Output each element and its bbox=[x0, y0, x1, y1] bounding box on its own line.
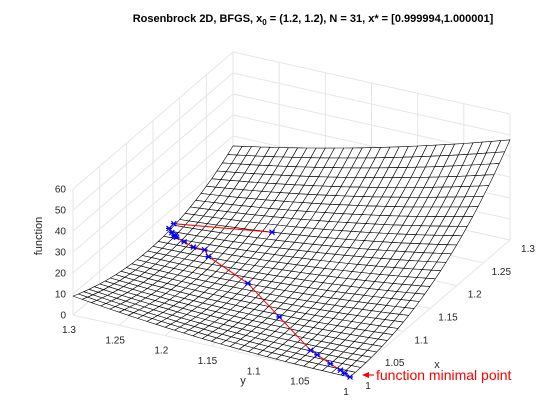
tick-labels: 1 1.05 1.1 1.15 1.2 1.25 1.3 1 1.05 1.1 1.15 1.2 1.2… bbox=[55, 185, 536, 399]
path-point bbox=[170, 220, 177, 227]
x-tick-label: 1.2 bbox=[468, 290, 482, 301]
y-tick-label: 1.1 bbox=[247, 366, 261, 377]
path-point bbox=[166, 225, 172, 232]
path-point bbox=[307, 347, 314, 354]
path-point bbox=[327, 360, 334, 367]
path-point bbox=[314, 351, 321, 358]
grid-line-backwall-z bbox=[72, 135, 234, 274]
z-tick-label: 60 bbox=[55, 185, 67, 196]
y-tick-label: 1.15 bbox=[198, 356, 218, 367]
annotation-label: function minimal point bbox=[376, 367, 512, 383]
path-point bbox=[341, 370, 348, 377]
z-tick-label: 40 bbox=[55, 227, 67, 238]
title-subscript: 0 bbox=[262, 18, 267, 27]
path-point bbox=[269, 229, 275, 236]
y-tick-label: 1.05 bbox=[290, 377, 310, 388]
y-tick-label: 1.3 bbox=[62, 325, 76, 336]
grid-line-backwall-z bbox=[72, 72, 234, 211]
z-tick-label: 10 bbox=[55, 290, 67, 301]
path-point bbox=[244, 280, 251, 287]
grid-line-sidewall-z bbox=[232, 72, 511, 136]
y-tick-label: 1.25 bbox=[105, 335, 125, 346]
path-point bbox=[190, 244, 197, 250]
grid-line-backwall-z bbox=[72, 156, 234, 295]
path-point bbox=[337, 367, 344, 374]
z-tick-label: 50 bbox=[55, 206, 67, 217]
title-suffix: = (1.2, 1.2), N = 31, x* = [0.999994,1.0… bbox=[267, 13, 494, 25]
chart-title: Rosenbrock 2D, BFGS, x0 = (1.2, 1.2), N … bbox=[133, 13, 494, 27]
annotation-arrow-head bbox=[362, 372, 369, 378]
optimization-path bbox=[166, 220, 353, 380]
x-tick-label: 1.15 bbox=[438, 313, 458, 324]
z-tick-label: 0 bbox=[60, 311, 66, 322]
grid-line-backwall-z bbox=[72, 114, 234, 253]
path-point bbox=[347, 374, 353, 380]
grid-line-backwall-z bbox=[72, 51, 234, 190]
y-tick-label: 1 bbox=[343, 387, 349, 398]
x-tick-label: 1.25 bbox=[492, 267, 512, 278]
x-tick-label: 1.1 bbox=[414, 335, 428, 346]
grid-line-backwall-z bbox=[72, 93, 234, 232]
z-tick-label: 20 bbox=[55, 269, 67, 280]
path-point bbox=[205, 253, 212, 260]
y-tick-label: 1.2 bbox=[154, 346, 168, 357]
x-tick-label: 1.05 bbox=[385, 358, 405, 369]
y-axis-label: y bbox=[240, 375, 246, 387]
z-axis-label: function bbox=[33, 217, 45, 256]
grid-line-sidewall-z bbox=[232, 51, 511, 115]
x-axis-label: x bbox=[434, 359, 440, 371]
grid-line-floor-y bbox=[349, 239, 511, 378]
z-tick-label: 30 bbox=[55, 248, 67, 259]
path-point bbox=[201, 246, 208, 253]
title-prefix: Rosenbrock 2D, BFGS, x bbox=[133, 13, 263, 25]
path-point bbox=[276, 313, 283, 320]
path-point bbox=[173, 234, 180, 241]
path-point bbox=[181, 238, 188, 245]
surface-mesh bbox=[72, 139, 511, 378]
x-tick-label: 1.3 bbox=[521, 244, 535, 255]
x-tick-label: 1 bbox=[365, 381, 371, 392]
